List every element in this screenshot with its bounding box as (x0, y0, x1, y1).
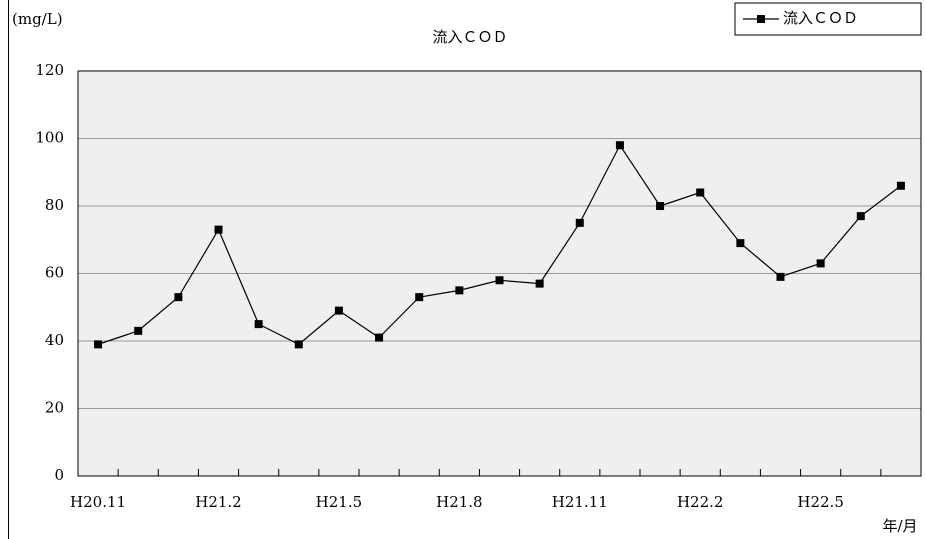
marker (856, 212, 865, 221)
x-tick-label: H22.5 (797, 493, 843, 511)
y-tick-label: 120 (35, 61, 64, 79)
marker (575, 218, 584, 227)
y-tick-label: 60 (45, 264, 64, 282)
marker (294, 340, 303, 349)
x-tick-label: H21.11 (552, 493, 608, 511)
marker (776, 272, 785, 281)
x-tick-label: H21.2 (195, 493, 241, 511)
marker (174, 293, 183, 302)
x-tick-label: H20.11 (70, 493, 126, 511)
marker (334, 306, 343, 315)
legend-marker (757, 15, 765, 23)
marker (455, 286, 464, 295)
y-tick-label: 100 (35, 129, 64, 147)
y-axis-label: (mg/L) (12, 10, 63, 28)
marker (415, 293, 424, 302)
y-tick-label: 0 (54, 466, 64, 484)
y-tick-label: 20 (45, 399, 64, 417)
x-tick-label: H22.2 (677, 493, 723, 511)
marker (214, 225, 223, 234)
marker (495, 276, 504, 285)
marker (134, 326, 143, 335)
legend-label: 流入ＣＯＤ (783, 9, 858, 27)
x-tick-label: H21.8 (436, 493, 482, 511)
marker (816, 259, 825, 268)
marker (696, 188, 705, 197)
x-tick-label: H21.5 (316, 493, 362, 511)
marker (896, 181, 905, 190)
marker (254, 320, 263, 329)
marker (736, 239, 745, 248)
y-tick-label: 80 (45, 196, 64, 214)
plot-border (77, 70, 922, 477)
marker (615, 141, 624, 150)
marker (375, 333, 384, 342)
marker (535, 279, 544, 288)
marker (94, 340, 103, 349)
marker (656, 202, 665, 210)
y-tick-label: 40 (45, 331, 64, 349)
x-axis-label: 年/月 (882, 517, 917, 535)
chart-title: 流入ＣＯＤ (432, 28, 507, 46)
